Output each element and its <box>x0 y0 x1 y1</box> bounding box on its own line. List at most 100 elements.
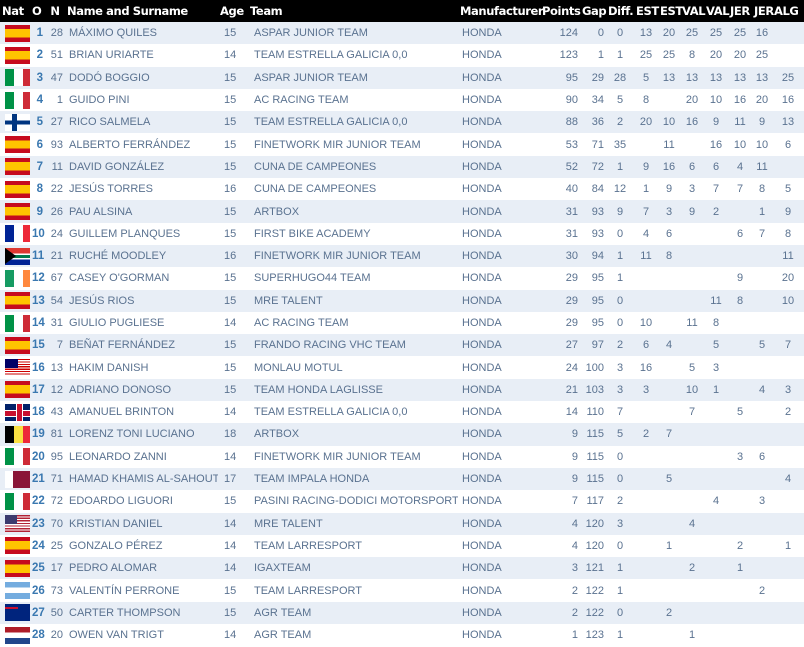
rider-name[interactable]: PEDRO ALOMAR <box>65 557 218 580</box>
table-row[interactable]: 19 81 LORENZ TONI LUCIANO 18 ARTBOX HONDA 9 115… <box>0 423 804 446</box>
table-row[interactable]: 9 26 PAU ALSINA 15 ARTBOX HONDA 31 93 9 7 3 9 2 1 9 <box>0 200 804 223</box>
table-row[interactable]: 18 43 AMANUEL BRINTON 14 TEAM ESTRELLA GALIC… <box>0 401 804 423</box>
table-row[interactable]: 15 7 BEÑAT FERNÁNDEZ 15 FRANDO RACING VHC TE… <box>0 334 804 357</box>
manufacturer: HONDA <box>458 22 540 45</box>
race-points <box>680 535 704 557</box>
rider-name[interactable]: DAVID GONZÁLEZ <box>65 155 218 179</box>
team: AC RACING TEAM <box>254 317 349 329</box>
diff: 9 <box>606 200 634 223</box>
rider-name[interactable]: GUILLEM PLANQUES <box>69 227 181 240</box>
race-points <box>704 446 728 468</box>
table-row[interactable]: 7 11 DAVID GONZÁLEZ 15 CUNA DE CAMPEONES HOND… <box>0 155 804 179</box>
diff: 1 <box>606 155 634 179</box>
rider-name[interactable]: VALENTÍN PERRONE <box>69 584 180 597</box>
flag-es-icon <box>5 537 30 555</box>
rider-name[interactable]: KRISTIAN DANIEL <box>65 512 218 535</box>
table-row[interactable]: 10 24 GUILLEM PLANQUES 15 FIRST BIKE ACADEMY… <box>0 223 804 245</box>
rider-name[interactable]: HAKIM DANISH <box>69 361 149 374</box>
rider-name[interactable]: RICO SALMELA <box>65 111 218 134</box>
table-row[interactable]: 8 22 JESÚS TORRES 16 CUNA DE CAMPEONES HONDA 4… <box>0 178 804 200</box>
header-team[interactable]: Team <box>248 0 458 22</box>
rider-name[interactable]: OWEN VAN TRIGT <box>69 629 164 642</box>
table-row[interactable]: 13 54 JESÚS RIOS 15 MRE TALENT HONDA 29 95 0 11 8 1… <box>0 289 804 312</box>
table-row[interactable]: 25 17 PEDRO ALOMAR 14 IGAXTEAM HONDA 3 121 1 2 1 <box>0 557 804 580</box>
header-race[interactable]: EST <box>634 0 659 22</box>
table-row[interactable]: 17 12 ADRIANO DONOSO 15 TEAM HONDA LAGLISSE H… <box>0 378 804 402</box>
diff: 0 <box>616 227 624 240</box>
header-race[interactable]: JER <box>752 0 774 22</box>
table-row[interactable]: 22 72 EDOARDO LIGUORI 15 PASINI RACING-DODIC… <box>0 490 804 512</box>
rider-name[interactable]: CARTER THOMPSON <box>65 601 218 625</box>
table-row[interactable]: 20 95 LEONARDO ZANNI 14 FINETWORK MIR JUNIOR… <box>0 446 804 468</box>
rider-name[interactable]: PAU ALSINA <box>65 200 218 223</box>
rider-name[interactable]: BRIAN URIARTE <box>69 49 154 62</box>
header-nat[interactable]: Nat <box>0 0 30 22</box>
header-points[interactable]: Points <box>540 0 581 22</box>
gap: 120 <box>585 539 604 552</box>
table-row[interactable]: 14 31 GIULIO PUGLIESE 14 AC RACING TEAM HONDA… <box>0 312 804 334</box>
header-num[interactable]: N <box>45 0 65 22</box>
rider-name[interactable]: GONZALO PÉREZ <box>69 539 163 552</box>
header-gap[interactable]: Gap <box>580 0 607 22</box>
header-race[interactable]: VAL <box>680 0 706 22</box>
table-row[interactable]: 11 21 RUCHÉ MOODLEY 16 FINETWORK MIR JUNIOR … <box>0 244 804 268</box>
race-points: 13 <box>658 66 680 89</box>
table-row[interactable]: 21 71 HAMAD KHAMIS AL-SAHOUTI 17 TEAM IMPALA… <box>0 467 804 491</box>
gap: 1 <box>597 49 604 62</box>
flag-nl-icon <box>5 626 30 644</box>
rider-name[interactable]: JESÚS TORRES <box>69 183 153 196</box>
header-age[interactable]: Age <box>218 0 248 22</box>
rider-name[interactable]: RUCHÉ MOODLEY <box>65 244 218 268</box>
gap: 115 <box>580 423 606 446</box>
rider-number: 95 <box>50 450 63 463</box>
rider-name[interactable]: GUIDO PINI <box>69 94 130 107</box>
table-row[interactable]: 27 50 CARTER THOMPSON 15 AGR TEAM HONDA 2 122 0 2 <box>0 601 804 625</box>
table-row[interactable]: 16 13 HAKIM DANISH 15 MONLAU MOTUL HONDA 24 100… <box>0 356 804 378</box>
table-row[interactable]: 5 27 RICO SALMELA 15 TEAM ESTRELLA GALICIA 0… <box>0 111 804 134</box>
flag-it-icon <box>5 314 30 332</box>
race-points: 16 <box>781 94 795 107</box>
header-race[interactable]: VAL <box>704 0 730 22</box>
rider-name[interactable]: DODÓ BOGGIO <box>65 66 218 89</box>
header-race[interactable]: JER <box>728 0 752 22</box>
header-name[interactable]: Name and Surname <box>65 0 218 22</box>
race-points <box>704 401 728 423</box>
rider-name[interactable]: ALBERTO FERRÁNDEZ <box>69 138 191 151</box>
header-race[interactable]: ALG <box>772 0 804 22</box>
flag-es-icon <box>5 292 30 310</box>
race-points <box>728 512 752 535</box>
header-diff[interactable]: Diff. <box>606 0 634 22</box>
header-pos[interactable]: O <box>30 0 45 22</box>
rider-name[interactable]: JESÚS RIOS <box>65 289 218 312</box>
table-row[interactable]: 28 20 OWEN VAN TRIGT 14 AGR TEAM HONDA 1 123 1 1 <box>0 624 804 646</box>
race-points <box>680 334 704 357</box>
table-row[interactable]: 24 25 GONZALO PÉREZ 14 TEAM LARRESPORT HONDA 4… <box>0 535 804 557</box>
points: 21 <box>540 378 580 402</box>
rider-name[interactable]: ADRIANO DONOSO <box>65 378 218 402</box>
rider-name[interactable]: LORENZ TONI LUCIANO <box>65 423 218 446</box>
header-race[interactable]: EST <box>658 0 683 22</box>
table-row[interactable]: 4 1 GUIDO PINI 15 AC RACING TEAM HONDA 90 34 5 8 2… <box>0 89 804 111</box>
rider-name[interactable]: LEONARDO ZANNI <box>69 450 167 463</box>
table-row[interactable]: 12 67 CASEY O'GORMAN 15 SUPERHUGO44 TEAM HOND… <box>0 267 804 289</box>
age: 15 <box>224 361 237 374</box>
race-points <box>752 557 772 580</box>
table-row[interactable]: 3 47 DODÓ BOGGIO 15 ASPAR JUNIOR TEAM HONDA 95… <box>0 66 804 89</box>
diff: 2 <box>606 111 634 134</box>
race-points <box>752 401 772 423</box>
rider-name[interactable]: CASEY O'GORMAN <box>69 272 170 285</box>
table-row[interactable]: 2 51 BRIAN URIARTE 14 TEAM ESTRELLA GALICIA … <box>0 44 804 66</box>
manufacturer: HONDA <box>458 200 540 223</box>
rider-name[interactable]: MÁXIMO QUILES <box>65 22 218 45</box>
rider-name[interactable]: AMANUEL BRINTON <box>69 406 175 419</box>
table-row[interactable]: 26 73 VALENTÍN PERRONE 15 TEAM LARRESPORT HON… <box>0 579 804 601</box>
table-row[interactable]: 1 28 MÁXIMO QUILES 15 ASPAR JUNIOR TEAM HONDA… <box>0 22 804 45</box>
rider-name[interactable]: HAMAD KHAMIS AL-SAHOUTI <box>65 467 218 491</box>
rider-name[interactable]: GIULIO PUGLIESE <box>69 317 165 329</box>
rider-number: 70 <box>45 512 65 535</box>
table-row[interactable]: 23 70 KRISTIAN DANIEL 14 MRE TALENT HONDA 4 120… <box>0 512 804 535</box>
header-manufacturer[interactable]: Manufacturer <box>458 0 544 22</box>
rider-name[interactable]: BEÑAT FERNÁNDEZ <box>65 334 218 357</box>
rider-name[interactable]: EDOARDO LIGUORI <box>69 495 173 508</box>
table-row[interactable]: 6 93 ALBERTO FERRÁNDEZ 15 FINETWORK MIR JUNI… <box>0 133 804 155</box>
